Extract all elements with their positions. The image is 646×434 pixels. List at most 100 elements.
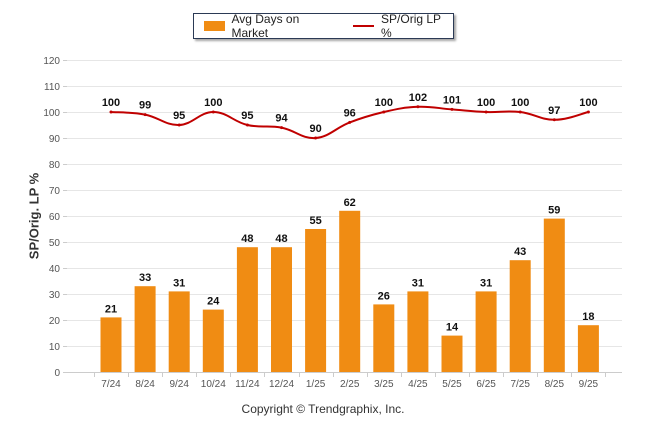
- line-point: [450, 107, 454, 111]
- bar-data-label: 31: [412, 277, 424, 289]
- line-data-label: 95: [241, 110, 253, 122]
- x-tick-label: 9/25: [579, 379, 599, 390]
- bar-data-label: 62: [344, 197, 356, 209]
- y-tick-label: 50: [49, 238, 61, 249]
- line-point: [211, 110, 215, 114]
- x-tick-label: 9/24: [169, 379, 189, 390]
- x-tick-label: 4/25: [408, 379, 428, 390]
- legend-label-sp-orig-lp: SP/Orig LP %: [381, 12, 441, 40]
- x-tick-label: 3/25: [374, 379, 394, 390]
- bar: [407, 291, 429, 372]
- line-point: [348, 120, 352, 124]
- line-point: [143, 113, 147, 117]
- line-point: [280, 126, 283, 130]
- bar: [236, 247, 258, 372]
- bar: [134, 286, 156, 372]
- bar-data-label: 33: [139, 272, 151, 284]
- bar: [475, 291, 497, 372]
- line-data-label: 94: [275, 113, 288, 125]
- bar: [577, 325, 599, 372]
- x-tick-label: 8/24: [135, 379, 155, 390]
- x-tick-label: 7/25: [510, 379, 530, 390]
- bar: [373, 304, 395, 372]
- legend-swatch-line: [352, 25, 375, 27]
- x-tick-label: 10/24: [201, 379, 226, 390]
- line-point: [109, 110, 113, 114]
- bar-data-label: 43: [514, 246, 526, 258]
- line-data-label: 96: [344, 107, 356, 119]
- line-point: [177, 123, 181, 127]
- bar-data-label: 48: [275, 233, 287, 245]
- bar: [543, 218, 565, 372]
- line-point: [314, 136, 318, 140]
- bar-series: [100, 210, 599, 372]
- bar-data-label: 24: [207, 296, 220, 308]
- line-point: [382, 110, 386, 114]
- line-data-label: 100: [511, 97, 529, 109]
- y-tick-label: 80: [49, 160, 61, 171]
- bar-data-labels: 21 33 31 24 48 48 55 62 26 31 14 31 43 59 18: [105, 197, 595, 334]
- line-data-label: 101: [443, 94, 461, 106]
- bar: [271, 247, 292, 372]
- y-tick-label: 40: [49, 264, 61, 275]
- y-axis-ticks: 0 10 20 30 40 50 60 70 80 90 100 110 120: [43, 56, 60, 379]
- line-data-label: 95: [173, 110, 185, 122]
- bar: [509, 260, 531, 372]
- bar-data-label: 59: [548, 205, 560, 217]
- y-tick-label: 10: [49, 342, 61, 353]
- y-tick-label: 30: [49, 290, 61, 301]
- bar: [168, 291, 190, 372]
- line-point: [416, 105, 420, 109]
- bar-data-label: 48: [241, 233, 253, 245]
- bar: [339, 210, 361, 372]
- x-axis: 7/24 8/24 9/24 10/24 11/24 12/24 1/25 2/25 3/25 4…: [94, 372, 606, 390]
- bar-data-label: 31: [173, 277, 185, 289]
- line-data-label: 102: [409, 92, 427, 104]
- y-tick-label: 100: [43, 108, 60, 119]
- line-data-label: 99: [139, 100, 151, 112]
- y-tick-label: 90: [49, 134, 61, 145]
- x-tick-label: 7/24: [101, 379, 121, 390]
- line-series: [109, 105, 590, 140]
- y-tick-label: 20: [49, 316, 61, 327]
- line-data-labels: 100 99 95 100 95 94 90 96 100 102 101 100 100 97 100: [102, 92, 598, 135]
- bar-data-label: 55: [309, 215, 321, 227]
- line-point: [484, 110, 488, 114]
- bar-data-label: 21: [105, 303, 117, 315]
- x-tick-label: 2/25: [340, 379, 360, 390]
- line-point: [552, 118, 556, 122]
- line-point: [586, 110, 590, 114]
- line-point: [518, 110, 522, 114]
- copyright-text: Copyright © Trendgraphix, Inc.: [241, 402, 405, 416]
- bar: [441, 335, 463, 372]
- legend-label-days-on-market: Avg Days on Market: [231, 12, 300, 40]
- bar-data-label: 31: [480, 277, 492, 289]
- chart-legend: Avg Days on Market SP/Orig LP %: [193, 12, 454, 40]
- x-tick-label: 1/25: [306, 379, 326, 390]
- y-tick-label: 120: [43, 56, 60, 67]
- bar-data-label: 26: [378, 290, 390, 302]
- line-data-label: 100: [204, 97, 222, 109]
- x-tick-label: 6/25: [476, 379, 496, 390]
- y-tick-label: 0: [54, 368, 60, 379]
- legend-swatch-bar: [204, 21, 226, 31]
- line-data-label: 97: [548, 105, 560, 117]
- bar: [202, 309, 224, 372]
- y-tick-label: 110: [44, 82, 60, 93]
- bar: [305, 229, 327, 372]
- x-tick-label: 12/24: [269, 379, 294, 390]
- line-data-label: 100: [375, 97, 393, 109]
- bar: [100, 317, 122, 372]
- y-tick-label: 60: [49, 212, 61, 223]
- line-data-label: 90: [309, 123, 321, 135]
- x-tick-label: 11/24: [235, 379, 260, 390]
- x-tick-label: 5/25: [442, 379, 462, 390]
- line-point: [245, 123, 249, 127]
- line-data-label: 100: [579, 97, 597, 109]
- line-data-label: 100: [477, 97, 495, 109]
- y-tick-label: 70: [49, 186, 61, 197]
- bar-data-label: 14: [446, 322, 459, 334]
- line-data-label: 100: [102, 97, 120, 109]
- bar-data-label: 18: [582, 311, 594, 323]
